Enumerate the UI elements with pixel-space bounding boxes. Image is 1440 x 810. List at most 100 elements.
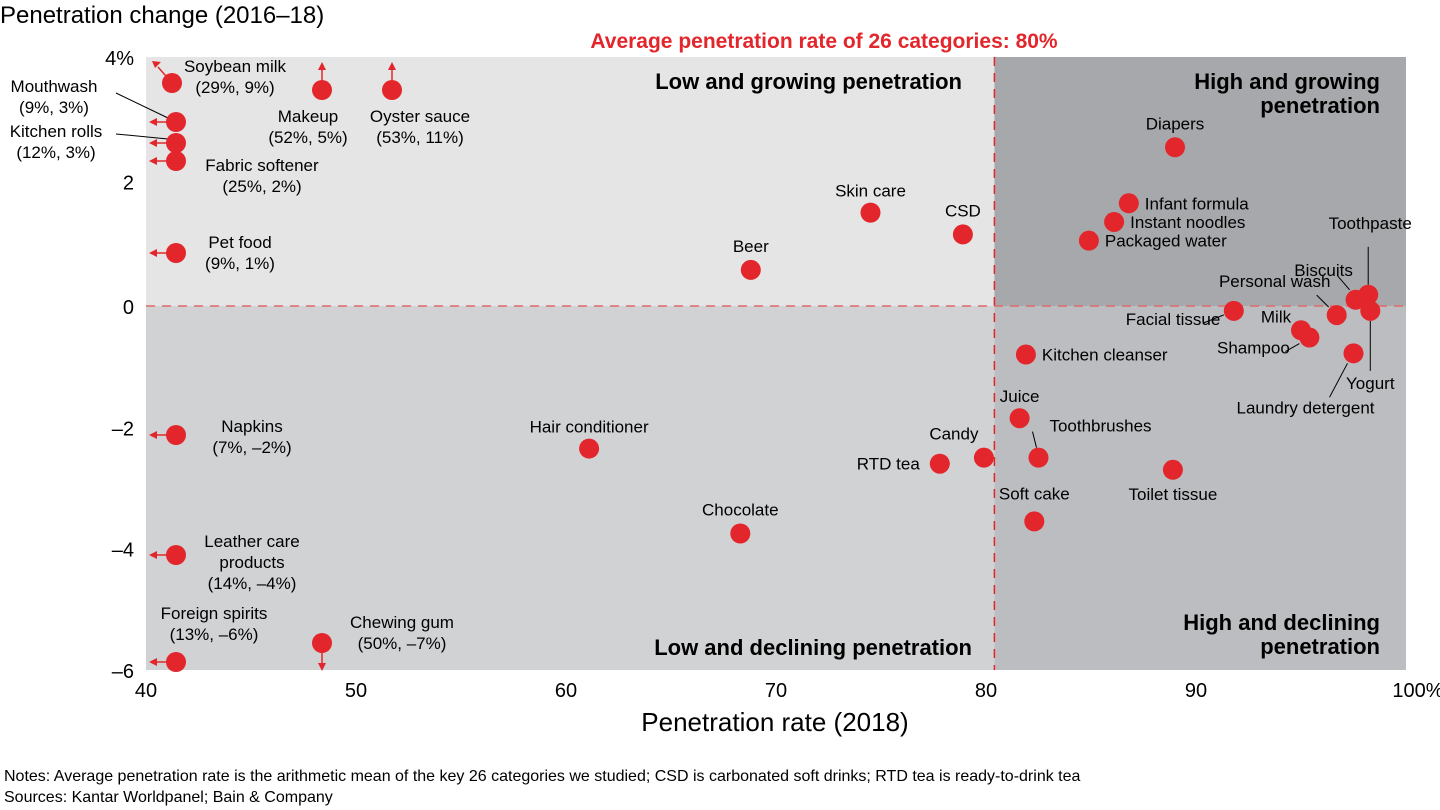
offscale-point-label: Mouthwash (9%, 3%) [11,77,98,117]
offscale-point-label: Chewing gum (50%, –7%) [350,613,454,653]
data-point [1345,289,1366,310]
data-point [1223,300,1244,321]
point-label: Soft cake [999,484,1070,503]
offscale-point-label: Makeup (52%, 5%) [268,107,347,147]
point-label: Yogurt [1346,374,1395,393]
point-label: Personal wash [1219,272,1331,291]
y-tick-label: –6 [112,661,134,683]
data-point [860,202,881,223]
offscale-point [166,112,186,132]
point-label: Diapers [1146,114,1205,133]
point-label: Facial tissue [1126,310,1220,329]
arrow-head-icon [318,663,326,671]
data-point [1162,459,1183,480]
quadrant-low-declining [146,306,995,670]
offscale-point-label: Pet food (9%, 1%) [205,233,275,273]
x-tick-label: 90 [1185,680,1207,702]
point-label: Shampoo [1217,339,1290,358]
point-label: Toothbrushes [1049,417,1151,436]
quadrant-label-low-declining: Low and declining penetration [654,635,972,660]
data-point [1024,511,1045,532]
data-point [973,447,994,468]
point-label: Chocolate [702,501,779,520]
arrow-head-icon [149,118,157,126]
leader-line [115,133,169,140]
offscale-point [312,80,332,100]
point-label: Biscuits [1294,261,1353,280]
data-point [740,259,761,280]
point-label: RTD tea [857,455,921,474]
x-tick-label: 70 [765,680,787,702]
leader-line [1203,314,1224,324]
arrow-head-icon [149,431,157,439]
quadrant-label-high-declining: High and declining penetration [1183,610,1380,659]
y-tick-label: 4% [105,48,134,70]
data-point [1009,408,1030,429]
quadrant-low-growing [146,57,995,306]
leader-line [1337,275,1350,291]
offscale-point [162,73,182,93]
data-point [1343,343,1364,364]
notes: Notes: Average penetration rate is the a… [4,766,1080,808]
arrow-head-icon [149,157,157,165]
point-label: Toothpaste [1329,214,1412,233]
point-label: Hair conditioner [530,418,649,437]
x-tick-label: 80 [975,680,997,702]
quadrant-label-high-growing: High and growing penetration [1194,69,1380,118]
offscale-point [166,133,186,153]
data-point [952,224,973,245]
data-point [730,523,751,544]
offscale-point-label: Fabric softener (25%, 2%) [205,156,319,196]
average-line-label: Average penetration rate of 26 categorie… [590,30,1058,53]
point-label: CSD [945,201,981,220]
data-point [1165,137,1185,158]
quadrant-label-low-growing: Low and growing penetration [655,69,962,94]
offscale-point-label: Kitchen rolls (12%, 3%) [10,122,103,162]
offscale-point [312,633,332,653]
data-point [929,453,950,474]
notes-line: Notes: Average penetration rate is the a… [4,768,1081,785]
quadrant-high-declining [994,306,1406,670]
data-point [1326,305,1347,326]
point-label: Kitchen cleanser [1042,346,1168,365]
x-axis-title: Penetration rate (2018) [641,707,909,737]
y-tick-label: –2 [112,418,134,440]
data-point [1028,447,1049,468]
offscale-point-label: Leather care products (14%, –4%) [204,532,299,593]
point-label: Skin care [835,182,906,201]
data-point [579,438,600,459]
sources-line: Sources: Kantar Worldpanel; Bain & Compa… [4,789,333,806]
data-point [1015,344,1036,365]
arrow-head-icon [149,658,157,666]
offscale-point [382,80,402,100]
offscale-point-label: Napkins (7%, –2%) [212,417,291,457]
data-point [1360,300,1381,321]
x-tick-label: 100% [1392,680,1440,702]
leader-line [1032,431,1037,448]
offscale-point [166,545,186,565]
offscale-point-label: Soybean milk (29%, 9%) [184,57,287,97]
arrow-head-icon [149,249,157,257]
point-label: Milk [1261,307,1292,326]
offscale-point [166,151,186,171]
y-tick-label: 0 [123,297,134,319]
arrow-head-icon [149,551,157,559]
offscale-point-label: Oyster sauce (53%, 11%) [370,107,470,147]
x-tick-label: 60 [555,680,577,702]
arrow-head-icon [149,139,157,147]
point-label: Candy [929,425,979,444]
data-point [1118,193,1139,214]
x-tick-label: 50 [345,680,367,702]
leader-line [1329,363,1348,398]
quadrant-high-growing [994,57,1406,306]
point-label: Beer [733,237,769,256]
data-point [1104,211,1125,232]
leader-line [115,92,169,119]
point-label: Laundry detergent [1237,398,1375,417]
point-label: Infant formula [1145,194,1249,213]
x-tick-label: 40 [135,680,157,702]
arrow-head-icon [388,62,396,70]
offscale-point-label: Foreign spirits (13%, –6%) [161,604,268,644]
point-label: Packaged water [1105,232,1227,251]
